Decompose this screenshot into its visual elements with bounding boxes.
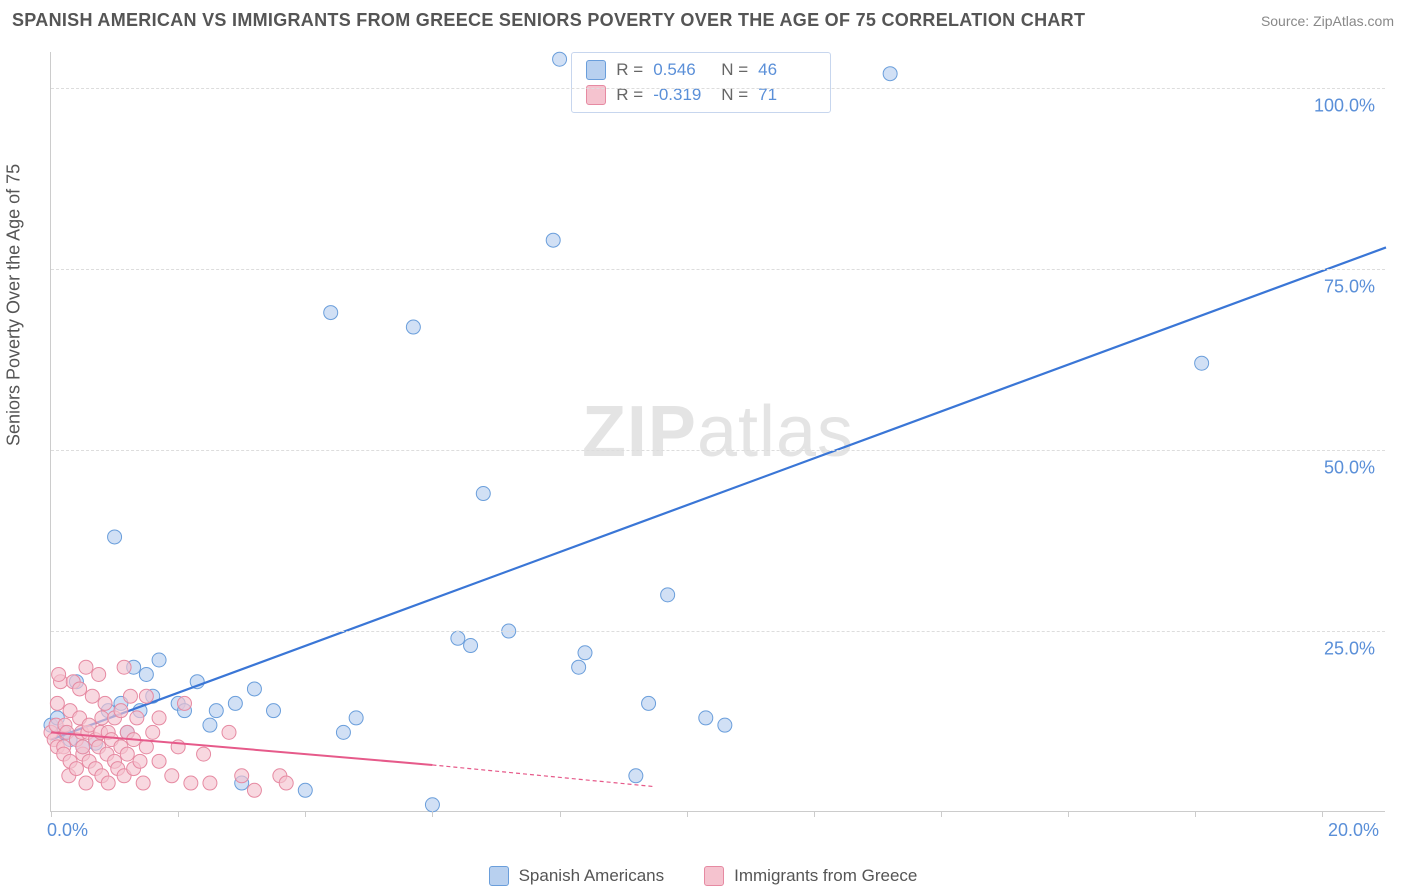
data-point: [120, 747, 134, 761]
data-point: [298, 783, 312, 797]
data-point: [117, 660, 131, 674]
data-point: [235, 769, 249, 783]
gridline: [51, 631, 1385, 632]
y-axis-title: Seniors Poverty Over the Age of 75: [4, 164, 25, 446]
y-tick-label: 75.0%: [1324, 277, 1375, 298]
gridline: [51, 88, 1385, 89]
swatch-pink-icon: [704, 866, 724, 886]
data-point: [152, 754, 166, 768]
data-point: [98, 696, 112, 710]
data-point: [50, 696, 64, 710]
x-tick: [1068, 811, 1069, 817]
data-point: [247, 783, 261, 797]
data-point: [209, 704, 223, 718]
gridline: [51, 269, 1385, 270]
data-point: [146, 725, 160, 739]
data-point: [203, 776, 217, 790]
data-point: [572, 660, 586, 674]
x-tick: [1195, 811, 1196, 817]
data-point: [139, 740, 153, 754]
data-point: [661, 588, 675, 602]
legend-label: Immigrants from Greece: [734, 866, 917, 886]
data-point: [152, 711, 166, 725]
data-point: [108, 530, 122, 544]
data-point: [883, 67, 897, 81]
chart-title: SPANISH AMERICAN VS IMMIGRANTS FROM GREE…: [12, 10, 1085, 31]
x-tick: [305, 811, 306, 817]
data-point: [476, 487, 490, 501]
data-point: [79, 660, 93, 674]
data-point: [52, 667, 66, 681]
data-point: [642, 696, 656, 710]
data-point: [406, 320, 420, 334]
data-point: [203, 718, 217, 732]
data-point: [222, 725, 236, 739]
y-tick-label: 50.0%: [1324, 458, 1375, 479]
data-point: [101, 776, 115, 790]
legend: Spanish Americans Immigrants from Greece: [0, 866, 1406, 886]
data-point: [130, 711, 144, 725]
legend-label: Spanish Americans: [519, 866, 665, 886]
data-point: [152, 653, 166, 667]
data-point: [451, 631, 465, 645]
data-point: [699, 711, 713, 725]
data-point: [92, 667, 106, 681]
data-point: [123, 689, 137, 703]
trend-line: [51, 247, 1386, 739]
chart-svg: [51, 52, 1385, 811]
data-point: [425, 798, 439, 812]
data-point: [136, 776, 150, 790]
x-tick: [1322, 811, 1323, 817]
data-point: [133, 754, 147, 768]
data-point: [76, 740, 90, 754]
data-point: [1195, 356, 1209, 370]
trend-line-ext: [432, 765, 655, 787]
x-tick-label: 20.0%: [1328, 820, 1379, 841]
data-point: [73, 682, 87, 696]
data-point: [349, 711, 363, 725]
data-point: [165, 769, 179, 783]
data-point: [114, 704, 128, 718]
legend-item-pink: Immigrants from Greece: [704, 866, 917, 886]
x-tick: [51, 811, 52, 817]
data-point: [95, 711, 109, 725]
data-point: [464, 639, 478, 653]
data-point: [546, 233, 560, 247]
data-point: [139, 689, 153, 703]
data-point: [267, 704, 281, 718]
data-point: [553, 52, 567, 66]
x-tick-label: 0.0%: [47, 820, 88, 841]
data-point: [197, 747, 211, 761]
data-point: [718, 718, 732, 732]
gridline: [51, 450, 1385, 451]
data-point: [279, 776, 293, 790]
y-tick-label: 25.0%: [1324, 639, 1375, 660]
data-point: [629, 769, 643, 783]
data-point: [69, 762, 83, 776]
data-point: [184, 776, 198, 790]
y-tick-label: 100.0%: [1314, 96, 1375, 117]
data-point: [139, 667, 153, 681]
data-point: [85, 689, 99, 703]
data-point: [178, 696, 192, 710]
swatch-blue-icon: [489, 866, 509, 886]
data-point: [247, 682, 261, 696]
data-point: [228, 696, 242, 710]
data-point: [336, 725, 350, 739]
source-label: Source: ZipAtlas.com: [1261, 13, 1394, 29]
legend-item-blue: Spanish Americans: [489, 866, 665, 886]
x-tick: [687, 811, 688, 817]
x-tick: [560, 811, 561, 817]
plot-area: ZIPatlas R = 0.546 N = 46 R = -0.319 N =…: [50, 52, 1385, 812]
x-tick: [814, 811, 815, 817]
data-point: [79, 776, 93, 790]
x-tick: [178, 811, 179, 817]
x-tick: [941, 811, 942, 817]
data-point: [578, 646, 592, 660]
x-tick: [432, 811, 433, 817]
data-point: [324, 306, 338, 320]
